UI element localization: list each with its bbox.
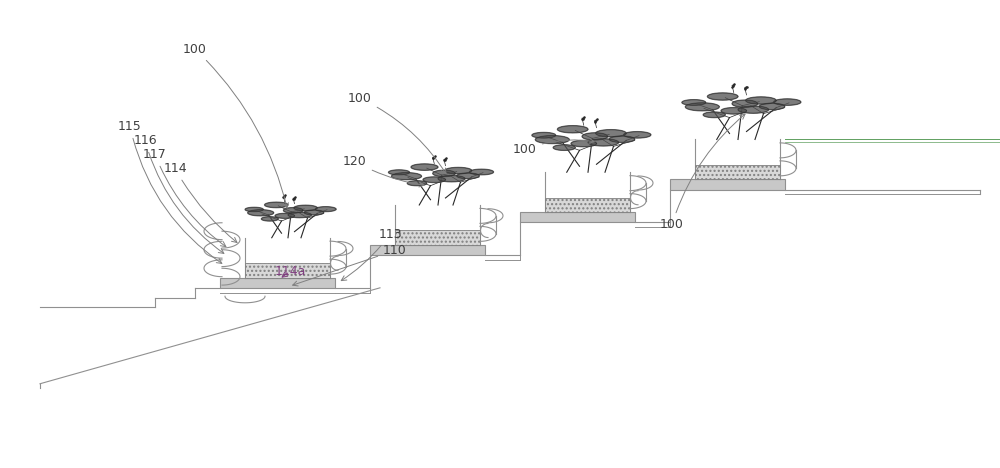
- Polygon shape: [423, 177, 446, 183]
- Polygon shape: [596, 130, 626, 137]
- Polygon shape: [248, 210, 274, 216]
- Bar: [245, 263, 330, 278]
- Polygon shape: [275, 213, 294, 218]
- Text: 113: 113: [341, 227, 402, 281]
- Polygon shape: [588, 139, 619, 146]
- Polygon shape: [470, 169, 494, 175]
- Polygon shape: [685, 103, 719, 111]
- Polygon shape: [759, 103, 785, 110]
- Text: 117: 117: [143, 148, 226, 247]
- Bar: [220, 278, 335, 288]
- Polygon shape: [304, 210, 324, 215]
- Polygon shape: [283, 208, 303, 213]
- Polygon shape: [609, 136, 635, 142]
- Polygon shape: [433, 170, 455, 176]
- Bar: [670, 179, 785, 190]
- Bar: [370, 245, 485, 255]
- Polygon shape: [682, 100, 706, 105]
- Text: 116: 116: [133, 134, 224, 253]
- Polygon shape: [388, 170, 410, 175]
- Text: 100: 100: [348, 92, 446, 174]
- Polygon shape: [294, 205, 317, 211]
- Polygon shape: [707, 93, 738, 100]
- Bar: [520, 212, 635, 222]
- Polygon shape: [703, 112, 725, 117]
- Polygon shape: [411, 164, 438, 170]
- Polygon shape: [457, 173, 479, 179]
- Polygon shape: [438, 176, 465, 182]
- Polygon shape: [535, 136, 569, 144]
- Polygon shape: [391, 173, 422, 180]
- Text: 115: 115: [118, 120, 222, 263]
- Polygon shape: [557, 126, 588, 133]
- Text: 100: 100: [513, 139, 594, 156]
- Polygon shape: [245, 207, 263, 212]
- Polygon shape: [738, 106, 769, 113]
- Bar: [395, 230, 480, 245]
- Text: 114a: 114a: [274, 265, 306, 278]
- Polygon shape: [774, 99, 801, 105]
- Polygon shape: [288, 212, 311, 218]
- Text: 100: 100: [660, 114, 745, 231]
- Polygon shape: [624, 132, 651, 138]
- Polygon shape: [553, 145, 575, 150]
- Polygon shape: [571, 140, 596, 147]
- Polygon shape: [721, 108, 746, 114]
- Text: 120: 120: [343, 155, 424, 187]
- Polygon shape: [261, 217, 278, 221]
- Polygon shape: [315, 207, 336, 212]
- Text: 114: 114: [163, 162, 237, 242]
- Polygon shape: [407, 181, 427, 186]
- Polygon shape: [532, 132, 556, 138]
- Polygon shape: [582, 133, 608, 140]
- Text: 100: 100: [183, 43, 288, 208]
- Text: 110: 110: [293, 244, 407, 286]
- Polygon shape: [732, 100, 758, 107]
- Polygon shape: [746, 97, 776, 104]
- Bar: [695, 165, 780, 179]
- Polygon shape: [445, 168, 472, 174]
- Bar: [545, 197, 630, 212]
- Polygon shape: [265, 202, 288, 208]
